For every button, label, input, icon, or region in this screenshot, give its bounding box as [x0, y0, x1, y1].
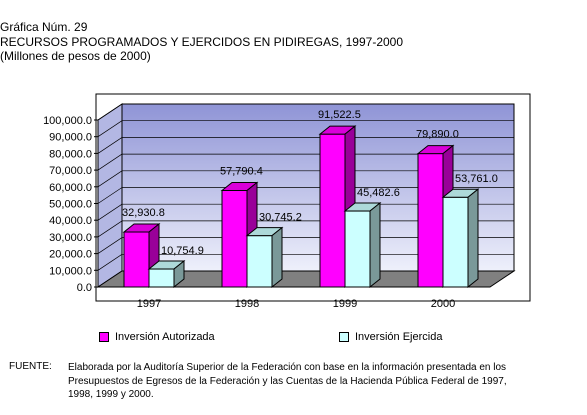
gridline-side — [97, 237, 123, 254]
x-tick-label: 1998 — [235, 298, 259, 310]
legend-swatch-autorizada — [99, 332, 109, 342]
bar-front — [246, 235, 273, 288]
gridline-side — [97, 153, 123, 171]
y-tick-label: 100,000.0 — [43, 115, 92, 127]
data-label: 57,790.4 — [220, 165, 263, 177]
y-tick-label: 20,000.0 — [49, 249, 92, 261]
legend-label-ejercida: Inversión Ejercida — [355, 331, 443, 343]
bar-front — [148, 268, 175, 288]
gridline-side — [97, 137, 123, 154]
data-label: 79,890.0 — [416, 129, 459, 141]
bar-front — [417, 153, 444, 288]
data-label: 53,761.0 — [455, 173, 498, 185]
gridline-side — [97, 220, 123, 238]
bar-ejercida-2000 — [441, 188, 480, 289]
gridline-side — [97, 254, 123, 271]
legend-item-autorizada: Inversión Autorizada — [99, 331, 215, 343]
bar-front — [123, 231, 150, 288]
gridline-side — [97, 203, 123, 221]
x-axis-ticks: 1997 1998 1999 2000 — [137, 298, 455, 310]
bar-front — [344, 210, 371, 288]
y-tick-label: 10,000.0 — [49, 265, 92, 277]
bar-front — [221, 189, 248, 288]
bar-side — [271, 226, 283, 289]
data-label: 45,482.6 — [357, 187, 400, 199]
gridline-side — [97, 187, 123, 204]
x-tick-label: 1999 — [333, 298, 357, 310]
y-tick-label: 90,000.0 — [49, 132, 92, 144]
gridline-side — [97, 103, 123, 121]
bars — [122, 125, 480, 289]
chart-title: RECURSOS PROGRAMADOS Y EJERCIDOS EN PIDI… — [0, 35, 404, 49]
y-tick-label: 0.0 — [77, 282, 92, 294]
data-label: 10,754.9 — [161, 245, 204, 257]
y-tick-label: 30,000.0 — [49, 232, 92, 244]
chart-subtitle-units: (Millones de pesos de 2000) — [0, 49, 151, 63]
bar-ejercida-1999 — [343, 202, 382, 289]
gridline-side — [97, 120, 123, 137]
bar-side — [173, 259, 185, 289]
chart-border — [95, 93, 531, 302]
y-tick-label: 40,000.0 — [49, 215, 92, 227]
chart-title-number: Gráfica Núm. 29 — [0, 20, 88, 34]
data-labels: 32,930.8 10,754.9 57,790.4 30,745.2 91,522.5… — [122, 109, 498, 257]
source-label: FUENTE: — [9, 361, 52, 372]
bar-side — [467, 188, 479, 289]
legend-item-ejercida: Inversión Ejercida — [339, 331, 442, 343]
x-tick-label: 2000 — [431, 298, 455, 310]
source-text: Elaborada por la Auditoría Superior de l… — [68, 362, 507, 400]
bar-ejercida-1997 — [147, 259, 186, 289]
y-tick-label: 50,000.0 — [49, 199, 92, 211]
data-label: 30,745.2 — [259, 212, 302, 224]
gridline-side — [97, 170, 123, 188]
legend-label-autorizada: Inversión Autorizada — [115, 331, 215, 343]
y-tick-label: 70,000.0 — [49, 165, 92, 177]
data-label: 91,522.5 — [318, 109, 361, 121]
bar-front — [319, 133, 346, 288]
legend-swatch-ejercida — [339, 332, 349, 342]
y-tick-label: 80,000.0 — [49, 148, 92, 160]
bar-ejercida-1998 — [245, 226, 284, 289]
y-axis-ticks: 0.0 10,000.0 20,000.0 30,000.0 40,000.0 50,00… — [43, 115, 99, 294]
bar-side — [369, 202, 381, 289]
bar-front — [442, 196, 469, 288]
x-tick-label: 1997 — [137, 298, 161, 310]
y-tick-label: 60,000.0 — [49, 182, 92, 194]
data-label: 32,930.8 — [122, 207, 165, 219]
